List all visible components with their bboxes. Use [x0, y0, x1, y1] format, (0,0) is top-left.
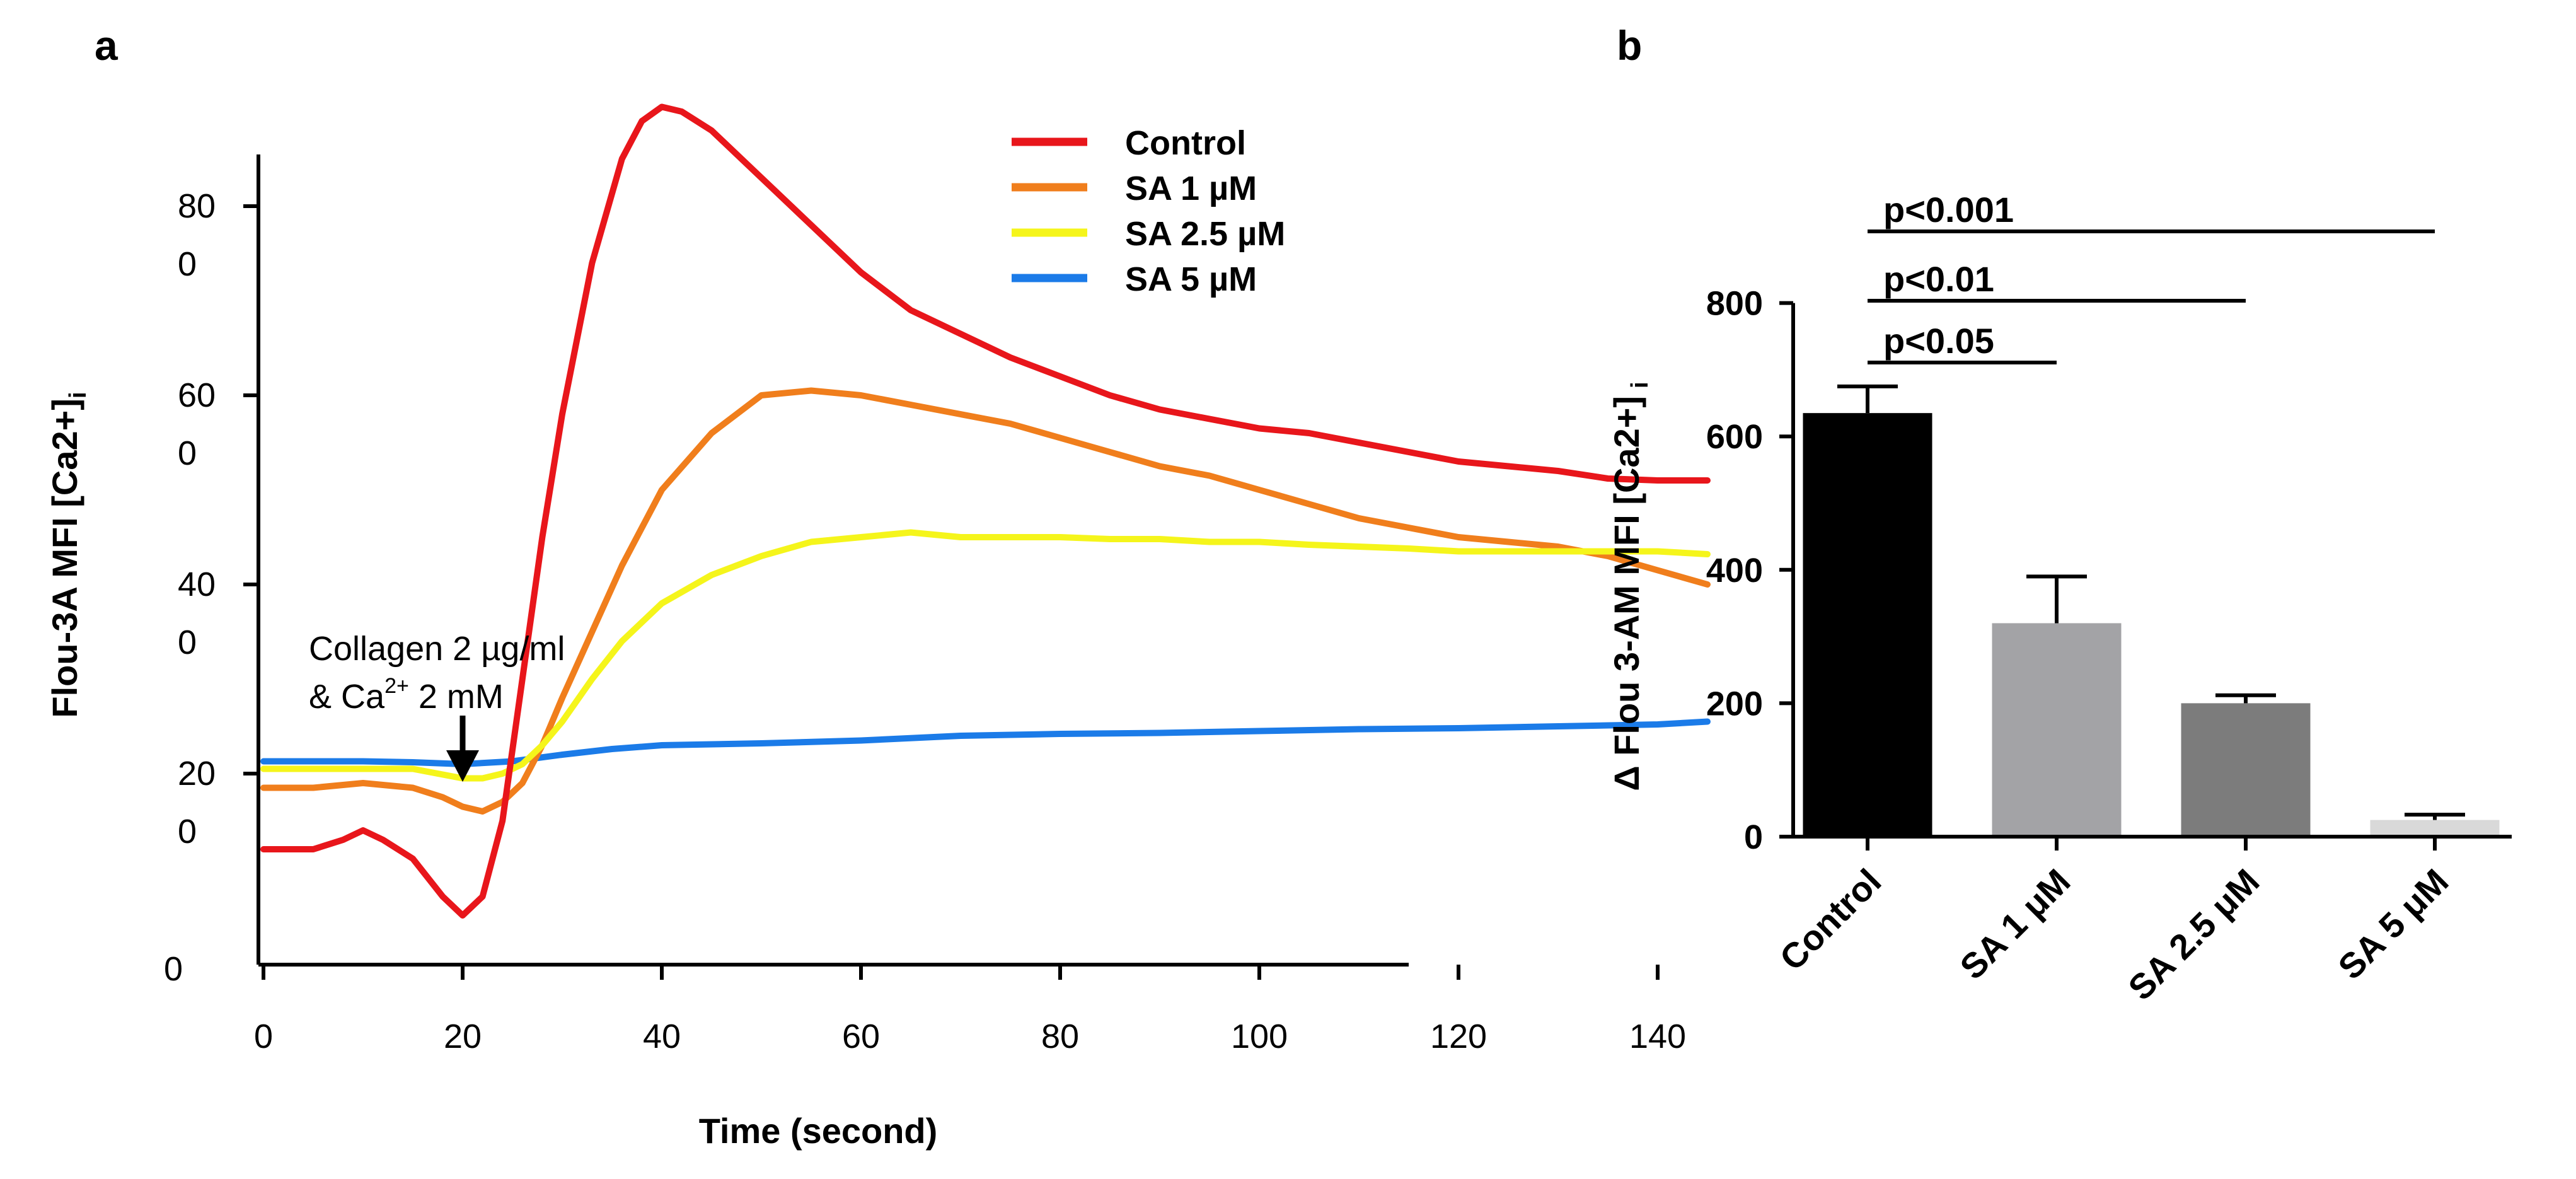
legend-label: SA 1 µM	[1125, 170, 1257, 207]
legend-label: SA 2.5 µM	[1125, 215, 1285, 253]
bar	[2181, 703, 2311, 837]
significance-label: p<0.05	[1883, 321, 1994, 361]
x-tick-label: SA 5 μM	[2330, 861, 2456, 987]
bar-chart: Control SA 1 μM SA 2.5 μM SA 5 μM 0 200 400 600…	[1607, 190, 2512, 1008]
annotation-text: & Ca	[309, 678, 385, 716]
y-tick-label-line: 0	[164, 950, 183, 988]
y-tick-label-line: 0	[178, 434, 197, 472]
line-chart: 0 20 40 60 80 100 120 140 0 20 0 40 0 60 0 80 0 Time (sec…	[45, 103, 1711, 1151]
annotation-line-1: Collagen 2 µg/ml	[309, 630, 565, 668]
x-tick-label: 40	[643, 1018, 681, 1055]
x-tick-label: 0	[254, 1018, 273, 1055]
y-tick-label: 40 0	[178, 566, 216, 661]
annotation-arrow-head	[446, 750, 479, 782]
y-axis-title-main: Δ Flou 3-AM MFI [Ca2+]	[1607, 396, 1646, 791]
x-tick-label: SA 2.5 μM	[2120, 861, 2267, 1008]
legend-label: SA 5 µM	[1125, 260, 1257, 298]
y-axis-title-subscript: i	[1627, 381, 1653, 388]
y-tick-label-line: 20	[178, 755, 216, 793]
significance-label: p<0.001	[1883, 190, 2014, 229]
series-line-3	[260, 718, 1711, 767]
y-tick-label: 800	[1706, 285, 1763, 323]
x-tick-label: 120	[1430, 1018, 1487, 1055]
panel-label-b: b	[1617, 22, 1642, 69]
significance-label: p<0.01	[1883, 259, 1994, 299]
x-tick-label: Control	[1772, 861, 1888, 978]
panel-label-a: a	[95, 22, 118, 69]
x-tick-label: SA 1 μM	[1952, 861, 2077, 987]
annotation-text: 2 mM	[409, 678, 504, 716]
y-axis-title-subscript: i	[65, 392, 91, 398]
x-tick-label: 80	[1041, 1018, 1079, 1055]
legend-label: Control	[1125, 124, 1246, 162]
y-tick-label: 0	[1744, 818, 1763, 856]
y-tick-label: 0	[164, 950, 183, 988]
y-tick-label: 200	[1706, 685, 1763, 723]
bar	[1992, 623, 2122, 837]
y-axis-title: Flou-3A MFI [Ca2+]i	[45, 392, 91, 717]
series-line-0	[260, 103, 1711, 919]
x-tick-label: 20	[444, 1018, 482, 1055]
x-axis-title: Time (second)	[699, 1111, 938, 1151]
y-tick-label-line: 0	[178, 624, 197, 661]
y-tick-label: 60 0	[178, 376, 216, 472]
series-line-2	[260, 529, 1711, 782]
x-tick-label: 60	[842, 1018, 880, 1055]
annotation-line-2: & Ca2+ 2 mM	[309, 674, 504, 716]
bar	[2370, 820, 2500, 837]
y-axis-title-main: Flou-3A MFI [Ca2+]	[45, 398, 84, 718]
y-axis-title: Δ Flou 3-AM MFI [Ca2+] i	[1607, 381, 1653, 791]
y-tick-label-line: 0	[178, 813, 197, 851]
y-tick-label-line: 40	[178, 566, 216, 603]
x-tick-label: 140	[1629, 1018, 1686, 1055]
y-tick-label: 600	[1706, 418, 1763, 456]
x-tick-label: 100	[1231, 1018, 1288, 1055]
y-tick-label: 400	[1706, 552, 1763, 590]
y-tick-label-line: 0	[178, 245, 197, 283]
y-tick-label: 20 0	[178, 755, 216, 851]
y-tick-label-line: 60	[178, 376, 216, 414]
annotation-superscript: 2+	[384, 674, 409, 698]
series-line-1	[260, 387, 1711, 815]
bar	[1803, 413, 1932, 837]
y-tick-label: 80 0	[178, 187, 216, 283]
y-tick-label-line: 80	[178, 187, 216, 225]
